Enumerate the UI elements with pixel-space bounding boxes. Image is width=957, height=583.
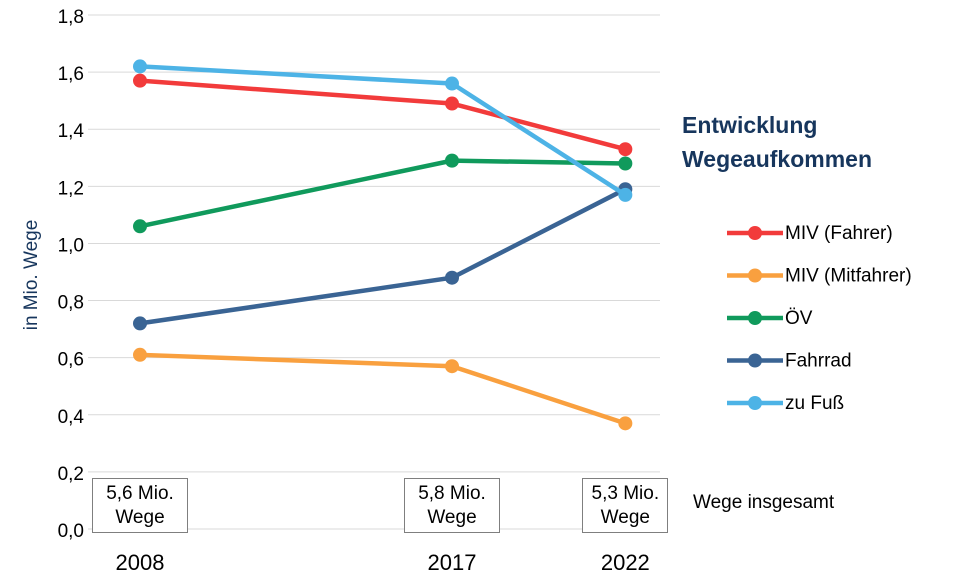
data-point bbox=[133, 347, 147, 362]
legend-marker bbox=[748, 311, 762, 325]
series-line bbox=[139, 78, 626, 152]
legend-marker bbox=[748, 353, 762, 368]
y-tick-label: 0,0 bbox=[58, 521, 84, 542]
legend-label: ÖV bbox=[785, 308, 813, 329]
data-point bbox=[618, 156, 633, 171]
y-tick-label: 1,0 bbox=[58, 235, 84, 256]
annotation-box: 5,6 Mio. Wege bbox=[92, 478, 188, 533]
legend-label: MIV (Fahrer) bbox=[785, 223, 893, 244]
legend-label: zu Fuß bbox=[785, 393, 844, 414]
data-point bbox=[445, 270, 459, 285]
series-line bbox=[139, 352, 627, 426]
y-tick-label: 1,8 bbox=[58, 7, 84, 28]
y-tick-label: 0,6 bbox=[58, 350, 84, 371]
data-point bbox=[618, 142, 633, 157]
legend-marker bbox=[748, 226, 762, 240]
annotation-label: Wege insgesamt bbox=[693, 492, 835, 513]
legend-marker bbox=[748, 268, 762, 283]
data-point bbox=[445, 359, 459, 374]
legend-marker bbox=[748, 396, 762, 410]
y-tick-label: 0,4 bbox=[58, 407, 85, 428]
x-tick-label: 2017 bbox=[428, 550, 477, 575]
data-point bbox=[133, 73, 147, 88]
data-point bbox=[445, 153, 459, 168]
data-point bbox=[133, 59, 147, 74]
y-axis-label: in Mio. Wege bbox=[21, 220, 42, 331]
y-tick-label: 1,4 bbox=[58, 121, 85, 142]
y-tick-label: 1,2 bbox=[58, 178, 84, 199]
y-tick-label: 1,6 bbox=[58, 64, 84, 85]
chart-title: Entwicklung Wegeaufkommen bbox=[682, 112, 873, 172]
data-point bbox=[445, 76, 459, 91]
data-point bbox=[618, 416, 633, 431]
x-tick-label: 2022 bbox=[601, 550, 650, 575]
y-tick-label: 0,8 bbox=[58, 293, 84, 314]
legend-label: Fahrrad bbox=[785, 351, 852, 372]
data-point bbox=[133, 316, 147, 331]
x-tick-label: 2008 bbox=[116, 550, 165, 575]
legend-label: MIV (Mitfahrer) bbox=[785, 266, 912, 287]
data-point bbox=[618, 187, 633, 202]
y-tick-label: 0,2 bbox=[58, 464, 84, 485]
series-line bbox=[139, 158, 626, 229]
annotation-box: 5,3 Mio. Wege bbox=[582, 478, 669, 533]
data-point bbox=[445, 96, 459, 111]
annotation-box: 5,8 Mio. Wege bbox=[404, 478, 500, 533]
data-point bbox=[133, 219, 147, 234]
